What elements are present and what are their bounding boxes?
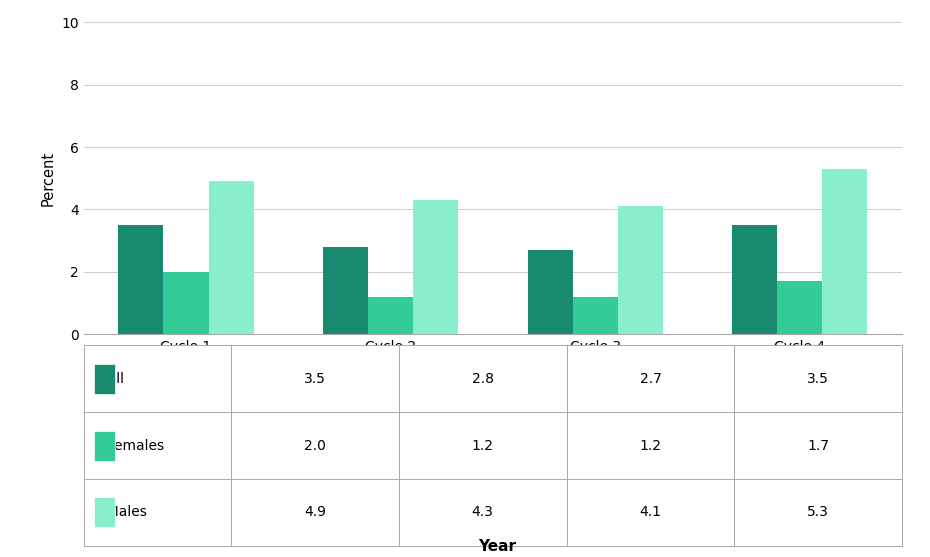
Bar [368, 297, 413, 334]
Bar [94, 431, 114, 461]
Bar [573, 297, 618, 334]
Text: Year: Year [479, 539, 516, 554]
Bar [94, 497, 114, 527]
Bar [323, 247, 368, 334]
Bar [777, 281, 822, 334]
Bar [94, 364, 114, 394]
Y-axis label: Percent: Percent [41, 151, 56, 206]
Bar [164, 272, 208, 334]
Bar [618, 206, 663, 334]
Bar [413, 200, 458, 334]
Bar [527, 250, 573, 334]
Bar [822, 169, 868, 334]
Bar [118, 225, 164, 334]
Bar [208, 182, 254, 334]
Bar [732, 225, 777, 334]
